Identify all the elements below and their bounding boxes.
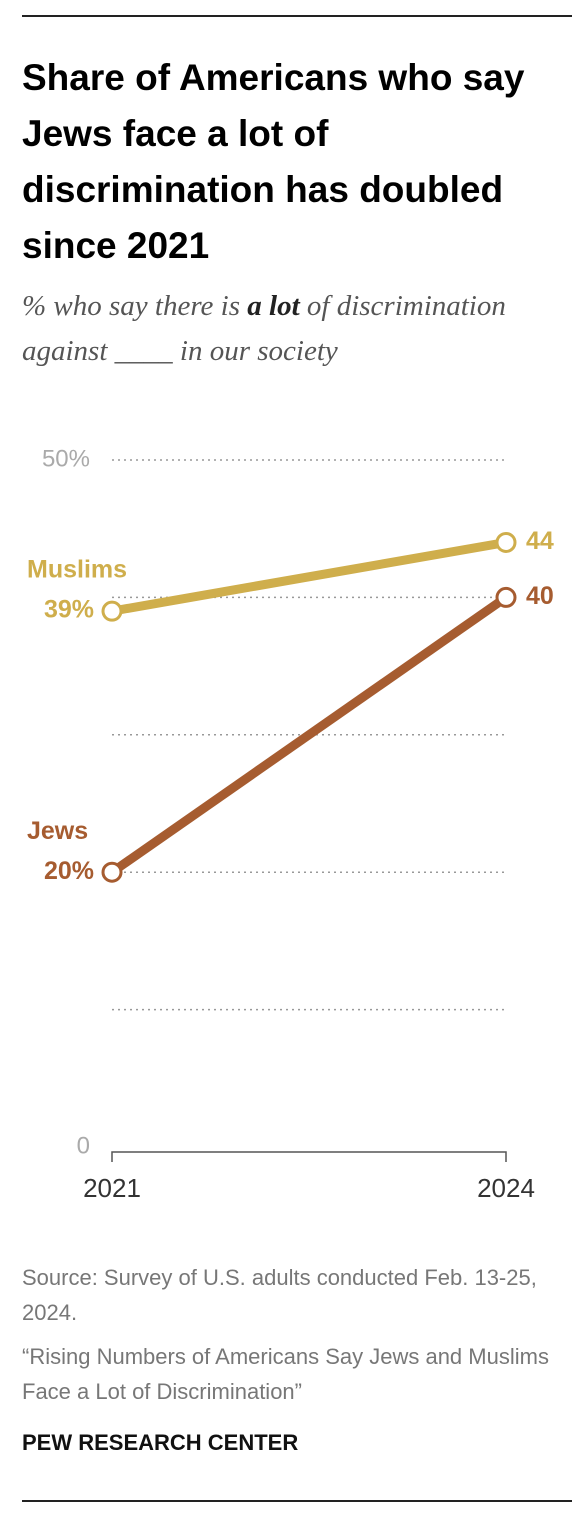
- point: [101, 861, 123, 883]
- series-line: [111, 538, 507, 616]
- value-label: 39%: [44, 596, 94, 624]
- subtitle-emphasis: a lot: [247, 290, 300, 322]
- y-tick-label: 50%: [42, 445, 90, 472]
- point: [495, 531, 517, 553]
- x-tick-label: 2024: [477, 1173, 535, 1203]
- value-label: 44: [526, 527, 554, 555]
- footer: PEW RESEARCH CENTER: [22, 1430, 299, 1455]
- value-label: 20%: [44, 857, 94, 885]
- series-name: Muslims: [27, 556, 127, 584]
- x-axis: [111, 1151, 507, 1162]
- subtitle: % who say there is a lot of discriminati…: [22, 284, 547, 374]
- series-line: [109, 593, 509, 876]
- value-label: 40: [526, 582, 554, 610]
- subtitle-part: % who say there is: [22, 290, 248, 322]
- source-line: Source: Survey of U.S. adults conducted …: [22, 1265, 537, 1325]
- chart-title: Share of Americans who say Jews face a l…: [22, 57, 525, 266]
- source: Source: Survey of U.S. adults conducted …: [22, 1260, 562, 1418]
- x-tick-label: 2021: [83, 1173, 141, 1203]
- source-line: “Rising Numbers of Americans Say Jews an…: [22, 1344, 549, 1404]
- y-tick-label: 0: [77, 1132, 90, 1159]
- point: [101, 600, 123, 622]
- series-name: Jews: [27, 817, 88, 845]
- point: [495, 586, 517, 608]
- subtitle-part: of discrimination against ____ in our so…: [22, 290, 506, 367]
